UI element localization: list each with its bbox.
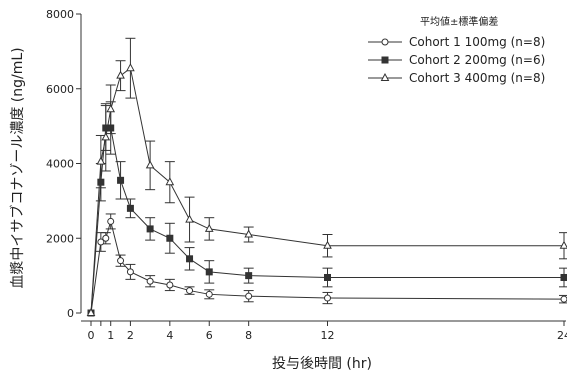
legend-label: Cohort 3 400mg (n=8) xyxy=(409,71,545,85)
data-point xyxy=(146,277,154,285)
data-point xyxy=(324,294,331,302)
legend: 平均値±標準偏差 Cohort 1 100mg (n=8) Cohort 2 20… xyxy=(368,15,545,85)
data-point xyxy=(205,268,213,276)
x-tick-label: 6 xyxy=(206,329,213,342)
x-tick-label: 2 xyxy=(127,329,134,342)
legend-label: Cohort 1 100mg (n=8) xyxy=(409,35,545,49)
data-point xyxy=(323,240,332,249)
data-point xyxy=(145,160,155,169)
data-point xyxy=(186,255,194,263)
data-point xyxy=(560,273,567,281)
data-point xyxy=(166,281,174,289)
data-point xyxy=(117,257,125,265)
y-tick-label: 4000 xyxy=(46,158,74,171)
x-tick-label: 0 xyxy=(88,329,95,342)
x-tick-label: 24 xyxy=(557,329,567,342)
data-point xyxy=(101,132,111,141)
data-point xyxy=(205,290,213,298)
data-point xyxy=(126,63,135,72)
x-tick-label: 1 xyxy=(107,329,114,342)
data-point xyxy=(204,223,214,232)
series-1 xyxy=(87,213,567,317)
series-3 xyxy=(86,37,567,316)
y-tick-label: 6000 xyxy=(46,83,74,96)
data-point xyxy=(559,240,567,249)
data-point xyxy=(560,295,567,303)
data-point xyxy=(86,307,96,316)
data-point xyxy=(116,70,125,79)
data-point xyxy=(166,234,174,242)
legend-title: 平均値±標準偏差 xyxy=(420,15,498,28)
data-point xyxy=(245,272,253,280)
y-tick-label: 2000 xyxy=(46,232,74,245)
legend-swatch-marker xyxy=(380,72,390,81)
x-axis-label: 投与後時間 (hr) xyxy=(272,356,372,372)
y-ticks: 0 2000 4000 6000 8000 xyxy=(46,8,81,320)
data-point xyxy=(97,238,105,246)
data-point xyxy=(244,229,254,238)
y-axis-label: 血漿中イサブコナゾール濃度 (ng/mL) xyxy=(9,47,26,288)
data-point xyxy=(106,104,116,113)
series-2 xyxy=(87,101,567,317)
data-point xyxy=(96,156,106,165)
y-tick-label: 8000 xyxy=(46,8,74,21)
data-point xyxy=(102,234,110,242)
x-tick-label: 8 xyxy=(245,329,252,342)
data-point xyxy=(185,214,194,223)
data-point xyxy=(165,177,175,186)
data-point xyxy=(324,273,331,281)
legend-swatch-marker xyxy=(381,56,389,64)
data-point xyxy=(126,268,134,276)
data-point xyxy=(117,176,125,184)
legend-label: Cohort 2 200mg (n=6) xyxy=(409,53,545,67)
y-tick-label: 0 xyxy=(67,307,74,320)
legend-swatch-marker xyxy=(381,38,389,46)
data-point xyxy=(245,292,253,300)
data-point xyxy=(146,225,154,233)
data-point xyxy=(126,204,134,212)
x-ticks: 0124681224 xyxy=(88,321,567,342)
series-layer xyxy=(86,37,567,317)
data-point xyxy=(186,287,194,295)
x-tick-label: 4 xyxy=(166,329,173,342)
x-tick-label: 12 xyxy=(321,329,335,342)
data-point xyxy=(107,217,115,225)
